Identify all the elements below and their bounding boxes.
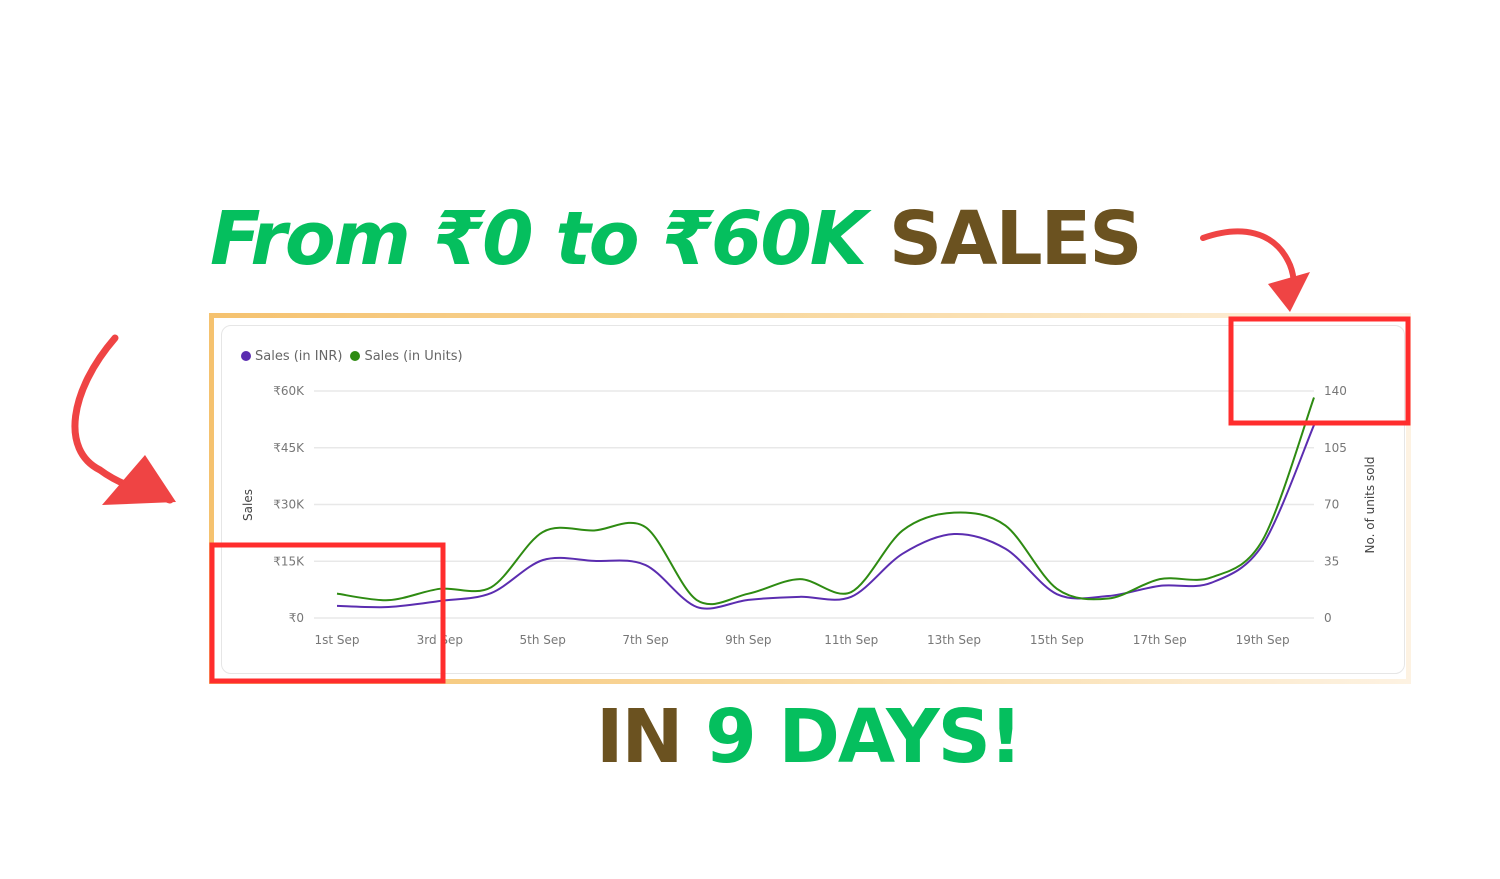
y2-tick-label: 105 <box>1324 441 1347 455</box>
legend-label: Sales (in Units) <box>364 349 463 364</box>
x-tick-label: 9th Sep <box>725 633 771 647</box>
footer-in: IN <box>596 694 683 780</box>
y-tick-label: ₹15K <box>273 554 305 568</box>
footer-text: IN 9 DAYS! <box>596 694 1023 780</box>
x-tick-label: 15th Sep <box>1030 633 1084 647</box>
series-line-inr <box>336 424 1315 610</box>
legend-item-inr[interactable]: Sales (in INR) <box>241 349 342 364</box>
series-line-units <box>336 397 1315 606</box>
legend-dot-icon <box>350 351 361 361</box>
y2-axis-label: No. of units sold <box>1363 457 1377 554</box>
y2-tick-label: 140 <box>1324 384 1347 398</box>
y-axis-label: Sales <box>241 489 255 521</box>
y2-tick-label: 70 <box>1324 498 1339 512</box>
x-tick-label: 7th Sep <box>622 633 668 647</box>
arrowhead-left-icon <box>102 455 176 505</box>
x-tick-label: 5th Sep <box>519 633 565 647</box>
y-tick-label: ₹30K <box>273 498 305 512</box>
headline-amount: From ₹0 to ₹60K <box>210 196 867 282</box>
legend-dot-icon <box>241 351 251 361</box>
chart-legend: Sales (in INR) Sales (in Units) <box>241 349 463 364</box>
x-tick-label: 19th Sep <box>1236 633 1290 647</box>
x-tick-label: 1st Sep <box>314 633 359 647</box>
legend-item-units[interactable]: Sales (in Units) <box>350 349 463 364</box>
y2-tick-label: 35 <box>1324 554 1339 568</box>
y2-tick-label: 0 <box>1324 611 1332 625</box>
headline-sales: SALES <box>888 196 1143 282</box>
x-tick-label: 17th Sep <box>1133 633 1187 647</box>
x-tick-label: 11th Sep <box>824 633 878 647</box>
arrowhead-right-icon <box>1268 272 1310 312</box>
x-tick-label: 3rd Sep <box>417 633 463 647</box>
y-tick-label: ₹45K <box>273 441 305 455</box>
y-tick-label: ₹0 <box>289 611 304 625</box>
headline: From ₹0 to ₹60K SALES <box>210 196 1210 282</box>
x-tick-label: 13th Sep <box>927 633 981 647</box>
legend-label: Sales (in INR) <box>255 349 343 364</box>
highlight-box-start <box>209 542 446 684</box>
y-tick-label: ₹60K <box>273 384 305 398</box>
chart-card <box>221 325 1405 674</box>
footer-days: 9 DAYS! <box>705 694 1022 780</box>
highlight-box-end <box>1228 316 1411 426</box>
